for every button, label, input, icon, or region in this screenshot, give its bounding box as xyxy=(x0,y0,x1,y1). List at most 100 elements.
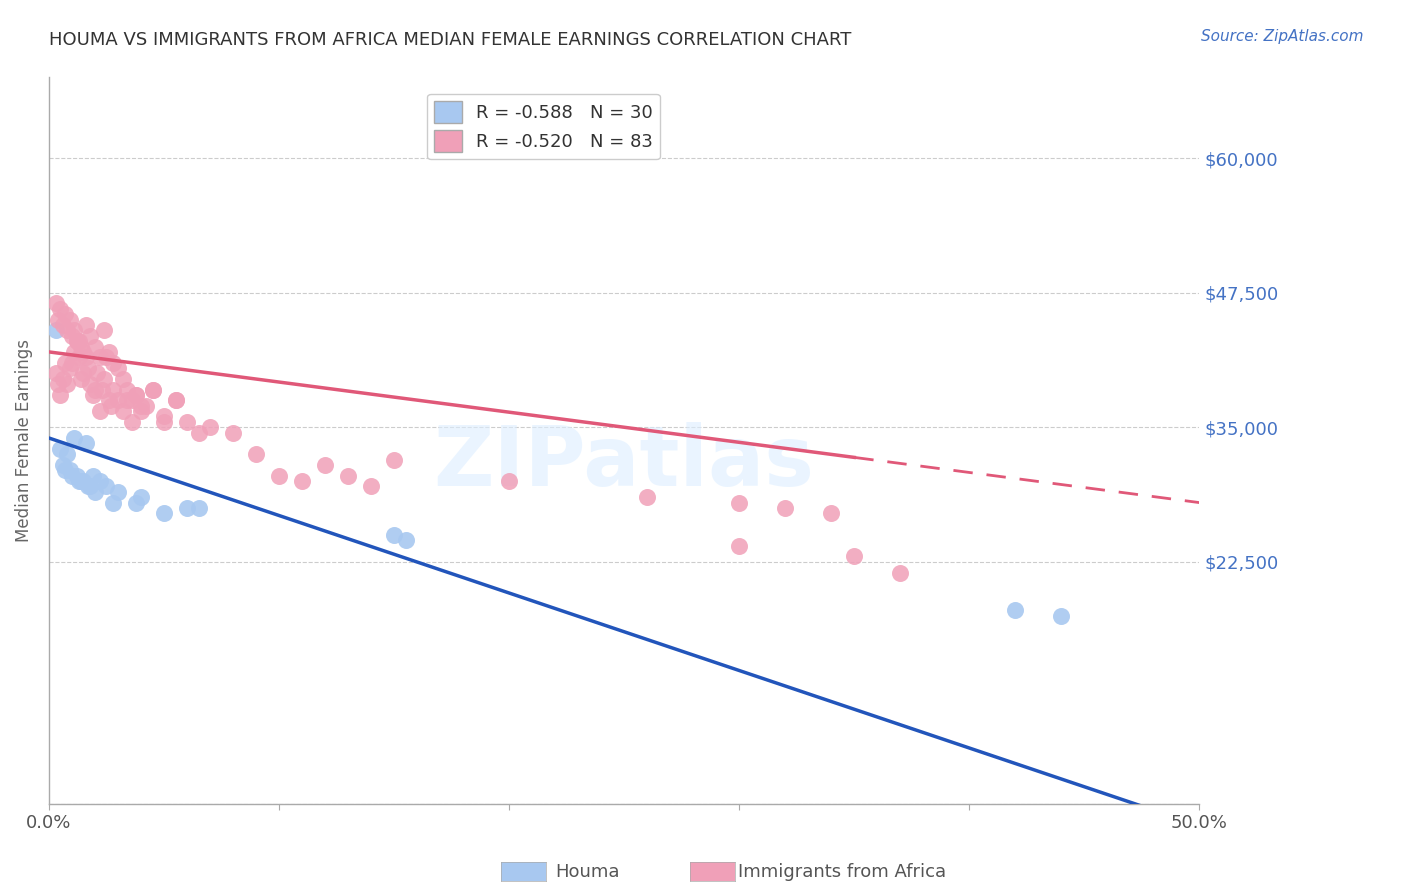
Point xyxy=(844,549,866,564)
Point xyxy=(93,372,115,386)
Point xyxy=(60,356,83,370)
Point xyxy=(187,500,209,515)
Point xyxy=(498,474,520,488)
Point xyxy=(291,474,314,488)
Point xyxy=(245,447,267,461)
Point xyxy=(89,404,111,418)
Text: ZIPatlas: ZIPatlas xyxy=(433,422,814,503)
Point xyxy=(72,474,94,488)
Point xyxy=(79,479,101,493)
Point xyxy=(107,361,129,376)
Point xyxy=(636,490,658,504)
Point xyxy=(360,479,382,493)
Point xyxy=(728,539,751,553)
Point xyxy=(141,383,163,397)
Point xyxy=(65,334,87,348)
Point xyxy=(187,425,209,440)
Point xyxy=(97,393,120,408)
Point xyxy=(129,490,152,504)
Point xyxy=(103,383,125,397)
Point xyxy=(129,399,152,413)
Point xyxy=(45,323,67,337)
Point xyxy=(198,420,221,434)
Point xyxy=(115,383,138,397)
Point xyxy=(77,361,100,376)
Point xyxy=(52,318,75,332)
Point xyxy=(59,361,82,376)
Point xyxy=(121,393,143,408)
Point xyxy=(75,436,97,450)
Point xyxy=(67,334,90,348)
Point xyxy=(382,452,405,467)
Point xyxy=(89,474,111,488)
Point xyxy=(129,404,152,418)
Point xyxy=(93,323,115,337)
Point xyxy=(72,367,94,381)
Point xyxy=(79,377,101,392)
Point xyxy=(84,383,107,397)
Point xyxy=(107,393,129,408)
Point xyxy=(65,468,87,483)
Point xyxy=(53,356,76,370)
Legend: R = -0.588   N = 30, R = -0.520   N = 83: R = -0.588 N = 30, R = -0.520 N = 83 xyxy=(427,94,659,160)
Point xyxy=(103,356,125,370)
Point xyxy=(89,351,111,365)
Point xyxy=(86,367,108,381)
Point xyxy=(100,399,122,413)
Point xyxy=(1050,608,1073,623)
Point xyxy=(125,495,148,509)
Point xyxy=(125,388,148,402)
Point xyxy=(728,495,751,509)
Point xyxy=(67,474,90,488)
Point xyxy=(125,388,148,402)
Text: Source: ZipAtlas.com: Source: ZipAtlas.com xyxy=(1201,29,1364,44)
Point xyxy=(889,566,911,580)
Point xyxy=(49,301,72,316)
Point xyxy=(96,351,118,365)
Point xyxy=(46,312,69,326)
Point xyxy=(70,474,93,488)
Point xyxy=(79,328,101,343)
Point xyxy=(96,479,118,493)
Text: Houma: Houma xyxy=(555,863,620,881)
Point xyxy=(65,334,87,348)
Point xyxy=(1004,603,1026,617)
Point xyxy=(53,463,76,477)
Point xyxy=(59,463,82,477)
Point xyxy=(75,351,97,365)
Point xyxy=(72,345,94,359)
Point xyxy=(75,318,97,332)
Point xyxy=(45,296,67,310)
Point xyxy=(70,372,93,386)
Point xyxy=(49,442,72,456)
Point xyxy=(52,372,75,386)
Point xyxy=(775,500,797,515)
Point xyxy=(176,415,198,429)
Point xyxy=(97,345,120,359)
Point xyxy=(53,307,76,321)
Point xyxy=(165,393,187,408)
Point xyxy=(382,528,405,542)
Point xyxy=(141,383,163,397)
Point xyxy=(45,367,67,381)
Point xyxy=(63,323,86,337)
Point xyxy=(121,415,143,429)
Text: HOUMA VS IMMIGRANTS FROM AFRICA MEDIAN FEMALE EARNINGS CORRELATION CHART: HOUMA VS IMMIGRANTS FROM AFRICA MEDIAN F… xyxy=(49,31,852,49)
Point xyxy=(52,458,75,472)
Point xyxy=(59,312,82,326)
Point xyxy=(267,468,290,483)
Point xyxy=(82,388,104,402)
Point xyxy=(820,507,842,521)
Point xyxy=(70,339,93,353)
Point xyxy=(84,484,107,499)
Point xyxy=(77,479,100,493)
Point xyxy=(394,533,416,548)
Point xyxy=(56,447,79,461)
Point xyxy=(176,500,198,515)
Point xyxy=(111,372,134,386)
Point xyxy=(115,393,138,408)
Y-axis label: Median Female Earnings: Median Female Earnings xyxy=(15,339,32,542)
Point xyxy=(84,339,107,353)
Point xyxy=(67,351,90,365)
Point xyxy=(82,468,104,483)
